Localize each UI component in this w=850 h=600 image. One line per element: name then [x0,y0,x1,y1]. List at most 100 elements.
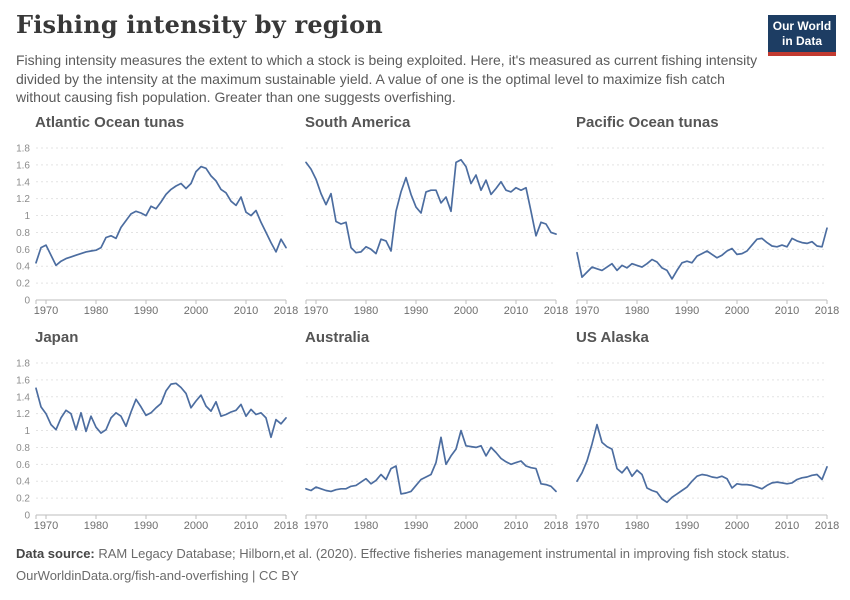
chart-canvas: 1970 1980 1990 2000 2010 2018 [304,147,568,317]
data-source-label: Data source: [16,546,95,561]
svg-text:1.4: 1.4 [16,392,30,403]
gridlines [577,362,827,499]
data-source-text: RAM Legacy Database; Hilborn,et al. (202… [94,546,790,561]
x-axis [576,299,828,304]
svg-text:2000: 2000 [184,305,208,317]
svg-text:1990: 1990 [675,305,699,317]
chart-title: Atlantic Ocean tunas [35,114,185,131]
x-axis-labels: 1970 1980 1990 2000 2010 2018 [34,305,298,317]
svg-text:1990: 1990 [134,305,158,317]
svg-text:1970: 1970 [34,520,58,532]
owid-logo: Our World in Data [768,15,836,56]
svg-text:1.6: 1.6 [16,160,30,171]
svg-text:1: 1 [24,211,30,222]
data-line [576,423,828,504]
x-axis [305,514,557,519]
x-axis [576,514,828,519]
svg-text:0.4: 0.4 [16,477,30,488]
svg-text:2018: 2018 [815,305,839,317]
svg-text:0: 0 [24,511,30,522]
svg-text:1970: 1970 [304,520,328,532]
svg-text:2000: 2000 [725,520,749,532]
y-axis-labels: 0 0.2 0.4 0.6 0.8 1 1.2 1.4 1.6 1.8 [16,144,30,307]
gridlines [306,147,556,284]
svg-text:1.2: 1.2 [16,194,30,205]
svg-text:2000: 2000 [725,305,749,317]
svg-text:0.2: 0.2 [16,279,30,290]
svg-text:1970: 1970 [34,305,58,317]
footer: Data source: RAM Legacy Database; Hilbor… [16,543,790,587]
chart-title: Japan [35,329,79,346]
svg-text:0: 0 [24,296,30,307]
svg-text:1980: 1980 [354,520,378,532]
chart-canvas: 1970 1980 1990 2000 2010 2018 [575,147,839,317]
svg-text:1980: 1980 [625,520,649,532]
svg-text:2000: 2000 [454,520,478,532]
svg-text:1980: 1980 [625,305,649,317]
chart-panel-pacific-ocean-tunas: Pacific Ocean tunas 1970 1980 1990 2000 2010 2… [541,114,841,327]
svg-text:2018: 2018 [815,520,839,532]
chart-title: US Alaska [576,329,649,346]
svg-text:1.8: 1.8 [16,359,30,370]
svg-text:2010: 2010 [504,520,528,532]
x-axis-labels: 1970 1980 1990 2000 2010 2018 [304,305,568,317]
svg-text:2018: 2018 [274,520,298,532]
svg-text:2010: 2010 [775,305,799,317]
data-line [576,227,828,280]
svg-text:1970: 1970 [575,520,599,532]
gridlines [36,362,286,499]
svg-text:1970: 1970 [304,305,328,317]
svg-text:0.6: 0.6 [16,460,30,471]
x-axis [305,299,557,304]
footer-link-line: OurWorldinData.org/fish-and-overfishing … [16,568,299,583]
svg-text:1990: 1990 [134,520,158,532]
data-line [305,158,557,255]
chart-title: Pacific Ocean tunas [576,114,719,131]
chart-panel-south-america: South America 1970 1980 1990 2000 2010 2018 [270,114,570,327]
svg-text:1990: 1990 [404,305,428,317]
page-title: Fishing intensity by region [16,10,383,39]
x-axis [35,514,287,519]
owid-logo-line2: in Data [781,34,822,48]
chart-subtitle: Fishing intensity measures the extent to… [16,52,758,105]
svg-text:2018: 2018 [544,305,568,317]
chart-panel-japan: Japan 1970 1980 1990 2000 2010 2018 0 0.2 0.4 0.6 0… [0,329,300,542]
svg-text:0.4: 0.4 [16,262,30,273]
gridlines [36,147,286,284]
svg-text:1980: 1980 [354,305,378,317]
svg-text:1990: 1990 [675,520,699,532]
y-axis-labels: 0 0.2 0.4 0.6 0.8 1 1.2 1.4 1.6 1.8 [16,359,30,522]
svg-text:2010: 2010 [504,305,528,317]
svg-text:1980: 1980 [84,305,108,317]
svg-text:2000: 2000 [184,520,208,532]
chart-canvas: 1970 1980 1990 2000 2010 2018 [575,362,839,532]
chart-canvas: 1970 1980 1990 2000 2010 2018 0 0.2 0.4 0.6 0.8 1 1.… [16,144,298,318]
svg-text:1.2: 1.2 [16,409,30,420]
svg-text:2000: 2000 [454,305,478,317]
x-axis [35,299,287,304]
chart-panel-atlantic-ocean-tunas: Atlantic Ocean tunas 1970 1980 1990 2000 2010… [0,114,300,327]
chart-title: South America [305,114,411,131]
svg-text:0.8: 0.8 [16,443,30,454]
chart-title: Australia [305,329,370,346]
x-axis-labels: 1970 1980 1990 2000 2010 2018 [575,520,839,532]
svg-text:1.4: 1.4 [16,177,30,188]
x-axis-labels: 1970 1980 1990 2000 2010 2018 [304,520,568,532]
x-axis-labels: 1970 1980 1990 2000 2010 2018 [575,305,839,317]
gridlines [577,147,827,284]
svg-text:1.6: 1.6 [16,375,30,386]
data-line [305,429,557,495]
svg-text:1.8: 1.8 [16,144,30,155]
svg-text:1: 1 [24,426,30,437]
svg-text:1970: 1970 [575,305,599,317]
svg-text:2010: 2010 [775,520,799,532]
gridlines [306,362,556,499]
svg-text:2010: 2010 [234,305,258,317]
svg-text:2018: 2018 [544,520,568,532]
svg-text:1990: 1990 [404,520,428,532]
footer-source-line: Data source: RAM Legacy Database; Hilbor… [16,543,790,565]
svg-text:2018: 2018 [274,305,298,317]
svg-text:2010: 2010 [234,520,258,532]
data-line [35,165,287,267]
